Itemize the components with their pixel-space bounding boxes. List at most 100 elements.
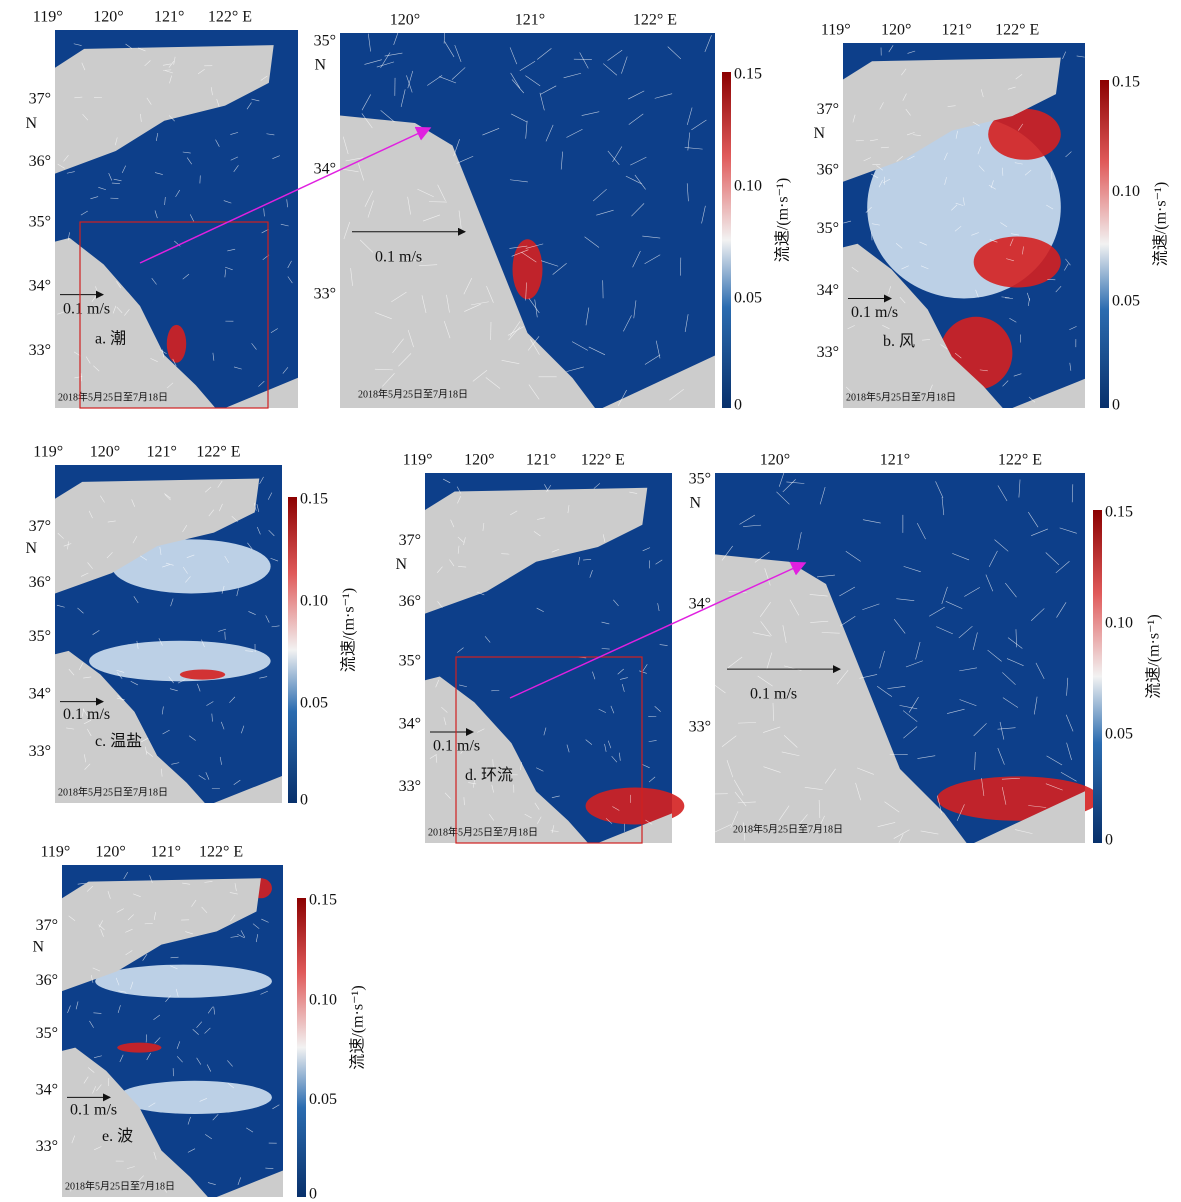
lat-tick-label: 37°: [399, 532, 421, 549]
zoom-panel: 120°121°122° E35°34°33°N0.1 m/s2018年5月25…: [689, 452, 1100, 851]
lon-tick-label: 119°: [33, 444, 63, 461]
fast-flow: [117, 1043, 161, 1053]
colorbar-scale: [288, 497, 297, 803]
colorbar-title: 流速/(m·s⁻¹): [1152, 182, 1170, 266]
lat-unit: N: [25, 115, 37, 132]
lon-tick-label: 122° E: [199, 844, 243, 861]
lat-tick-label: 37°: [29, 518, 51, 535]
colorbar-tick-label: 0.15: [309, 892, 337, 909]
date-label: 2018年5月25日至7月18日: [358, 387, 468, 400]
colorbar-tick-label: 0: [734, 397, 742, 414]
lat-tick-label: 35°: [29, 628, 51, 645]
panel-label: e. 波: [102, 1127, 133, 1145]
scale-label: 0.1 m/s: [63, 706, 110, 723]
map-panel: 119°120°121°122° E37°36°35°34°33°N0.1 m/…: [395, 452, 684, 843]
lat-tick-label: 36°: [29, 574, 51, 591]
colorbar-tick-label: 0.15: [734, 66, 762, 83]
lat-tick-label: 35°: [817, 220, 839, 237]
map-panel: 119°120°121°122° E37°36°35°34°33°N0.1 m/…: [25, 444, 282, 803]
lon-tick-label: 122° E: [581, 452, 625, 469]
lat-unit: N: [395, 556, 407, 573]
colorbar: 0.150.100.050流速/(m·s⁻¹): [722, 66, 792, 414]
colorbar-tick-label: 0.05: [300, 695, 328, 712]
colorbar-scale: [722, 72, 731, 408]
zoom-panel: 120°121°122° E35°34°33°N0.1 m/s2018年5月25…: [314, 12, 715, 408]
lat-tick-label: 36°: [399, 593, 421, 610]
lat-tick-label: 33°: [314, 286, 336, 303]
lat-tick-label: 33°: [29, 743, 51, 760]
lat-tick-label: 33°: [29, 342, 51, 359]
map-panel: 119°120°121°122° E37°36°35°34°33°N0.1 m/…: [32, 844, 283, 1197]
lat-unit: N: [813, 125, 825, 142]
lat-tick-label: 36°: [817, 161, 839, 178]
lat-tick-label: 37°: [36, 917, 58, 934]
lat-tick-label: 33°: [817, 344, 839, 361]
lat-tick-label: 33°: [36, 1138, 58, 1155]
lon-tick-label: 121°: [942, 22, 972, 39]
lon-tick-label: 121°: [146, 444, 176, 461]
lat-unit: N: [32, 939, 44, 956]
lon-tick-label: 122° E: [208, 9, 252, 26]
figure: 119° 120° 121° 122° E 37° 36° 35° 34° 33° N 0.1 m/…: [0, 0, 1181, 1202]
lat-tick-label: 37°: [817, 101, 839, 118]
colorbar-tick-label: 0.10: [734, 178, 762, 195]
fast-flow: [95, 965, 272, 998]
lat-tick-label: 33°: [399, 778, 421, 795]
date-label: 2018年5月25日至7月18日: [65, 1179, 175, 1192]
lat-tick-label: 33°: [689, 719, 711, 736]
lon-tick-label: 120°: [390, 12, 420, 29]
colorbar-tick-label: 0.05: [1105, 726, 1133, 743]
lat-tick-label: 34°: [399, 715, 421, 732]
scale-label: 0.1 m/s: [63, 300, 110, 317]
colorbar-tick-label: 0.05: [309, 1091, 337, 1108]
lat-tick-label: 34°: [689, 596, 711, 613]
lat-tick-label: 35°: [36, 1025, 58, 1042]
lon-tick-label: 119°: [40, 844, 70, 861]
colorbar-scale: [297, 898, 306, 1197]
colorbar-tick-label: 0.10: [300, 593, 328, 610]
colorbar-tick-label: 0.10: [1105, 615, 1133, 632]
scale-label: 0.1 m/s: [750, 686, 797, 703]
lat-tick-label: 34°: [314, 161, 336, 178]
date-label: 2018年5月25日至7月18日: [733, 822, 843, 835]
lat-unit: N: [25, 540, 37, 557]
scale-label: 0.1 m/s: [375, 249, 422, 266]
lon-tick-label: 119°: [403, 452, 433, 469]
lat-unit: N: [689, 495, 701, 512]
colorbar-tick-label: 0.10: [1112, 183, 1140, 200]
lon-tick-label: 121°: [154, 9, 184, 26]
lat-tick-label: 35°: [689, 471, 711, 488]
colorbar-tick-label: 0.15: [300, 491, 328, 508]
lon-tick-label: 122° E: [998, 452, 1042, 469]
colorbar-scale: [1093, 510, 1102, 843]
colorbar-title: 流速/(m·s⁻¹): [340, 588, 358, 672]
fast-flow: [89, 641, 271, 682]
lon-tick-label: 120°: [881, 22, 911, 39]
colorbar-tick-label: 0: [1105, 832, 1113, 849]
colorbar-tick-label: 0.10: [309, 991, 337, 1008]
lat-tick-label: 36°: [29, 153, 51, 170]
panel-label: d. 环流: [465, 766, 513, 784]
lon-tick-label: 121°: [515, 12, 545, 29]
lon-tick-label: 120°: [90, 444, 120, 461]
date-label: 2018年5月25日至7月18日: [846, 390, 956, 403]
lon-tick-label: 120°: [93, 9, 123, 26]
fast-flow: [974, 236, 1061, 287]
lat-tick-label: 37°: [29, 91, 51, 108]
colorbar-tick-label: 0: [309, 1186, 317, 1202]
lon-tick-label: 120°: [760, 452, 790, 469]
colorbar-title: 流速/(m·s⁻¹): [774, 178, 792, 262]
lon-tick-label: 122° E: [633, 12, 677, 29]
lon-tick-label: 119°: [33, 9, 63, 26]
fast-flow: [180, 669, 225, 679]
colorbar-title: 流速/(m·s⁻¹): [1145, 614, 1163, 698]
fast-flow: [117, 1081, 272, 1114]
lon-tick-label: 121°: [526, 452, 556, 469]
date-label: 2018年5月25日至7月18日: [58, 785, 168, 798]
scale-label: 0.1 m/s: [851, 304, 898, 321]
lat-tick-label: 36°: [36, 972, 58, 989]
lon-tick-label: 121°: [151, 844, 181, 861]
lat-tick-label: 34°: [817, 282, 839, 299]
